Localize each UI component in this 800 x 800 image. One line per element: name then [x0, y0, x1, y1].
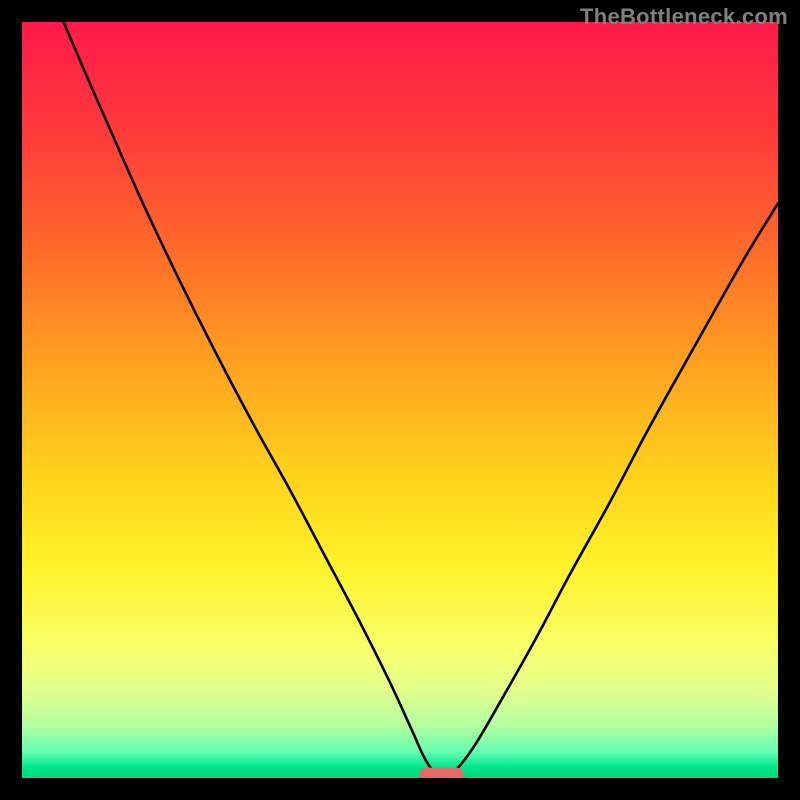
chart-stage: TheBottleneck.com [0, 0, 800, 800]
watermark-text: TheBottleneck.com [580, 4, 788, 30]
min-marker [420, 767, 464, 778]
bottleneck-chart [22, 22, 778, 778]
